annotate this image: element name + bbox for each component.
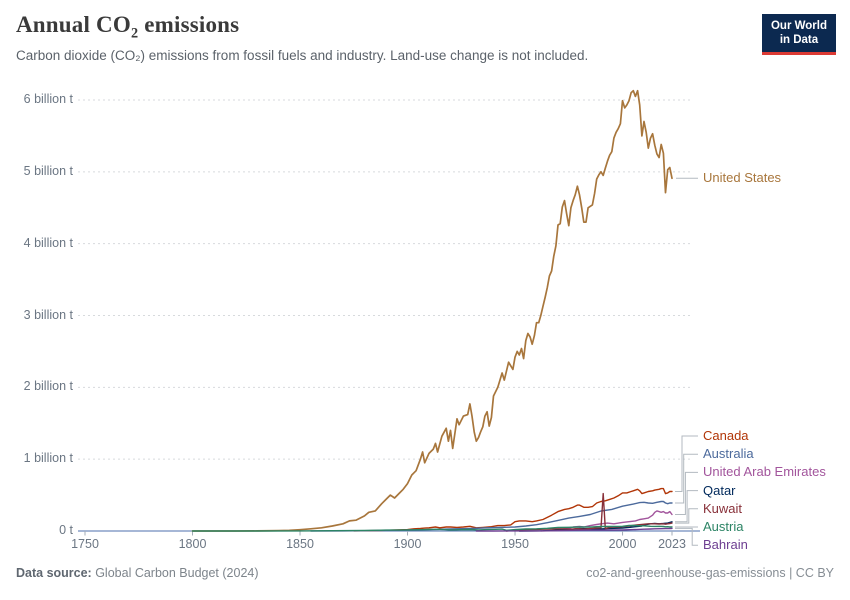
owid-logo[interactable]: Our World in Data [761,14,836,55]
x-tick-label: 1750 [71,537,99,551]
data-source-value: Global Carbon Budget (2024) [91,566,259,580]
x-tick-label: 2023 [658,537,686,551]
connector-line-australia [675,453,698,504]
data-source-note: Data source: Global Carbon Budget (2024) [16,566,259,580]
owid-logo-line1: Our World [770,20,827,32]
owid-logo-line2: in Data [779,34,819,47]
connector-line-qatar [675,490,698,523]
connector-line-canada [675,435,698,492]
y-tick-label: 3 billion t [23,307,73,322]
legend-label-united-states[interactable]: United States [703,170,782,186]
series-line-canada [353,487,673,532]
y-tick-label: 6 billion t [23,92,73,106]
x-tick-label: 1850 [286,537,314,551]
plot-area[interactable] [78,92,700,536]
data-source-label: Data source: [16,566,92,580]
legend-label-bahrain[interactable]: Bahrain [703,537,748,553]
chart-title: Annual CO2 emissions [16,12,240,42]
y-tick-label: 0 t [59,523,73,537]
legend-label-australia[interactable]: Australia [703,446,754,462]
x-tick-label: 1950 [501,537,529,551]
connector-line-united-arab-emirates [675,471,698,515]
y-tick-label: 4 billion t [23,235,73,250]
y-tick-label: 1 billion t [23,451,73,466]
legend-label-canada[interactable]: Canada [703,428,749,443]
connector-line-bahrain [675,527,698,546]
chart-subtitle: Carbon dioxide (CO₂) emissions from foss… [16,48,589,63]
legend-label-austria[interactable]: Austria [703,519,744,534]
series-line-bahrain [475,527,673,532]
x-tick-label: 1900 [393,537,422,551]
series-line-austria [191,524,673,532]
y-tick-label: 2 billion t [23,379,73,394]
legend-label-united-arab-emirates[interactable]: United Arab Emirates [703,464,826,480]
connector-line-kuwait [675,508,698,524]
series-line-kuwait [505,492,673,532]
series-line-united-states [191,89,673,532]
x-tick-label: 2000 [608,537,637,551]
x-tick-label: 1800 [178,537,207,551]
legend-label-qatar[interactable]: Qatar [703,482,736,498]
y-tick-label: 5 billion t [23,163,73,178]
license-note: co2-and-greenhouse-gas-emissions | CC BY [586,566,834,580]
legend-label-kuwait[interactable]: Kuwait [703,500,743,516]
